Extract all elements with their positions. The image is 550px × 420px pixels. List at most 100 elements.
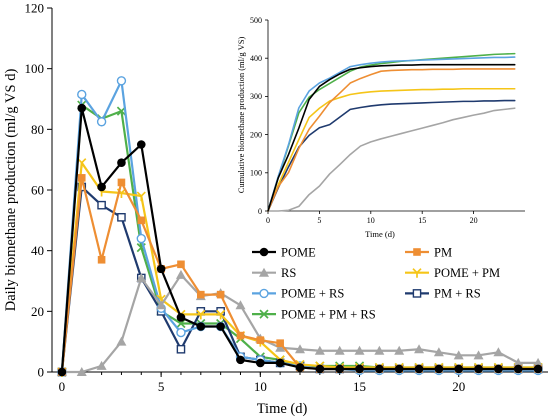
- y-tick-label: 60: [31, 183, 44, 198]
- data-point-rs: [96, 360, 107, 370]
- legend-marker: [259, 309, 269, 319]
- data-point-rs: [374, 345, 385, 355]
- legend-marker: [412, 289, 422, 298]
- legend-label: PM: [434, 245, 452, 259]
- legend-marker: [259, 288, 269, 299]
- data-point-pm: [97, 255, 106, 264]
- data-point-pome: [474, 364, 483, 374]
- legend-label: RS: [281, 266, 296, 280]
- data-point-pm: [276, 339, 284, 347]
- y-tick-label: 0: [258, 207, 262, 216]
- x-tick-label: 10: [254, 379, 267, 394]
- data-point-pome: [136, 140, 146, 149]
- data-point-pm: [216, 290, 225, 299]
- x-tick-label: 0: [59, 379, 66, 394]
- data-point-rs: [433, 347, 444, 357]
- x-tick-label: 0: [266, 216, 270, 225]
- series-line-pm: [267, 68, 516, 212]
- y-tick-label: 500: [250, 16, 262, 25]
- data-point-pome-pm: [196, 309, 206, 320]
- data-point-pome: [315, 364, 325, 374]
- series-line-pome: [267, 63, 516, 212]
- data-point-rs: [295, 344, 305, 354]
- data-point-pm-rs: [97, 200, 106, 210]
- data-point-rs: [76, 367, 87, 376]
- data-point-pome-pm: [136, 191, 146, 202]
- x-tick-label: 15: [353, 379, 366, 394]
- legend-marker: [259, 247, 269, 257]
- data-point-rs: [354, 345, 365, 355]
- data-point-rs: [453, 350, 464, 360]
- inset-chart: 0 100 200 300 400 500 0 5 10 15 20: [250, 16, 525, 225]
- legend: POME PM RS POME + PM POME + RS PM + RS POME + …: [252, 245, 500, 321]
- legend-item: POME + RS: [252, 287, 344, 301]
- x-tick-label: 15: [418, 216, 426, 225]
- legend-marker: [259, 267, 269, 277]
- data-point-pome: [434, 364, 444, 374]
- y-tick-label: 0: [38, 365, 45, 380]
- main-y-axis-title: Daily biomethane production (ml/g VS d): [3, 69, 19, 312]
- data-point-pome: [394, 364, 404, 374]
- data-point-rs: [513, 357, 524, 367]
- data-point-pome: [513, 364, 523, 374]
- series-line-pome-pm: [267, 87, 516, 212]
- inset-x-axis-title: Time (d): [365, 229, 395, 239]
- legend-item: POME + PM + RS: [252, 307, 376, 321]
- data-point-pome: [256, 358, 265, 368]
- data-point-rs: [493, 347, 504, 357]
- data-point-pm: [77, 174, 86, 182]
- data-point-pm-rs: [117, 212, 126, 222]
- legend-marker: [412, 268, 422, 278]
- data-point-rs: [314, 345, 325, 355]
- legend-label: PM + RS: [434, 287, 481, 301]
- y-tick-label: 400: [250, 54, 262, 63]
- data-point-pome: [216, 322, 225, 331]
- data-point-rs: [116, 336, 127, 346]
- legend-label: POME + PM + RS: [281, 307, 376, 321]
- data-point-rs: [156, 300, 167, 310]
- y-tick-label: 200: [250, 130, 262, 139]
- data-point-rs: [473, 350, 484, 360]
- data-point-rs: [275, 342, 286, 352]
- data-point-pome-rs: [77, 89, 87, 100]
- legend-item: POME: [252, 245, 316, 259]
- x-tick-label: 10: [367, 216, 375, 225]
- inset-y-axis-title: Cumulative biomethane production (ml/g V…: [236, 37, 246, 194]
- y-tick-label: 100: [250, 169, 262, 178]
- data-point-pome: [156, 264, 166, 274]
- data-point-pome-rs: [116, 76, 127, 86]
- data-point-pome: [375, 364, 384, 374]
- data-point-rs: [235, 300, 246, 310]
- data-point-pm: [236, 331, 245, 340]
- data-point-pm: [197, 290, 205, 299]
- legend-item: PM + RS: [405, 287, 481, 301]
- legend-marker: [413, 248, 421, 256]
- data-point-pome-rs: [136, 233, 146, 244]
- legend-label: POME + RS: [281, 287, 344, 301]
- data-point-pome: [117, 158, 126, 167]
- data-point-rs: [533, 357, 544, 367]
- data-point-pome: [275, 358, 285, 368]
- data-point-pome-pm: [77, 158, 87, 168]
- data-point-pm: [177, 260, 185, 269]
- x-tick-label: 20: [452, 379, 465, 394]
- x-tick-label: 20: [470, 216, 478, 225]
- x-tick-label: 5: [158, 379, 165, 394]
- data-point-pm: [137, 216, 146, 225]
- legend-label: POME + PM: [434, 266, 500, 280]
- main-x-axis-title: Time (d): [257, 401, 308, 417]
- data-point-pome: [335, 364, 344, 374]
- y-tick-label: 20: [31, 304, 44, 319]
- data-point-pome: [533, 364, 543, 374]
- data-point-pome: [236, 355, 245, 365]
- y-tick-label: 40: [31, 243, 44, 258]
- data-point-rs: [136, 272, 147, 282]
- data-point-pome-pm-rs: [176, 318, 186, 329]
- y-tick-label: 300: [250, 92, 262, 101]
- data-point-pome: [454, 364, 464, 374]
- data-point-pome: [295, 363, 305, 372]
- data-point-pome: [414, 364, 424, 374]
- data-point-pome: [97, 182, 106, 192]
- series-line-pome-rs: [267, 56, 516, 212]
- data-point-pm: [117, 178, 126, 187]
